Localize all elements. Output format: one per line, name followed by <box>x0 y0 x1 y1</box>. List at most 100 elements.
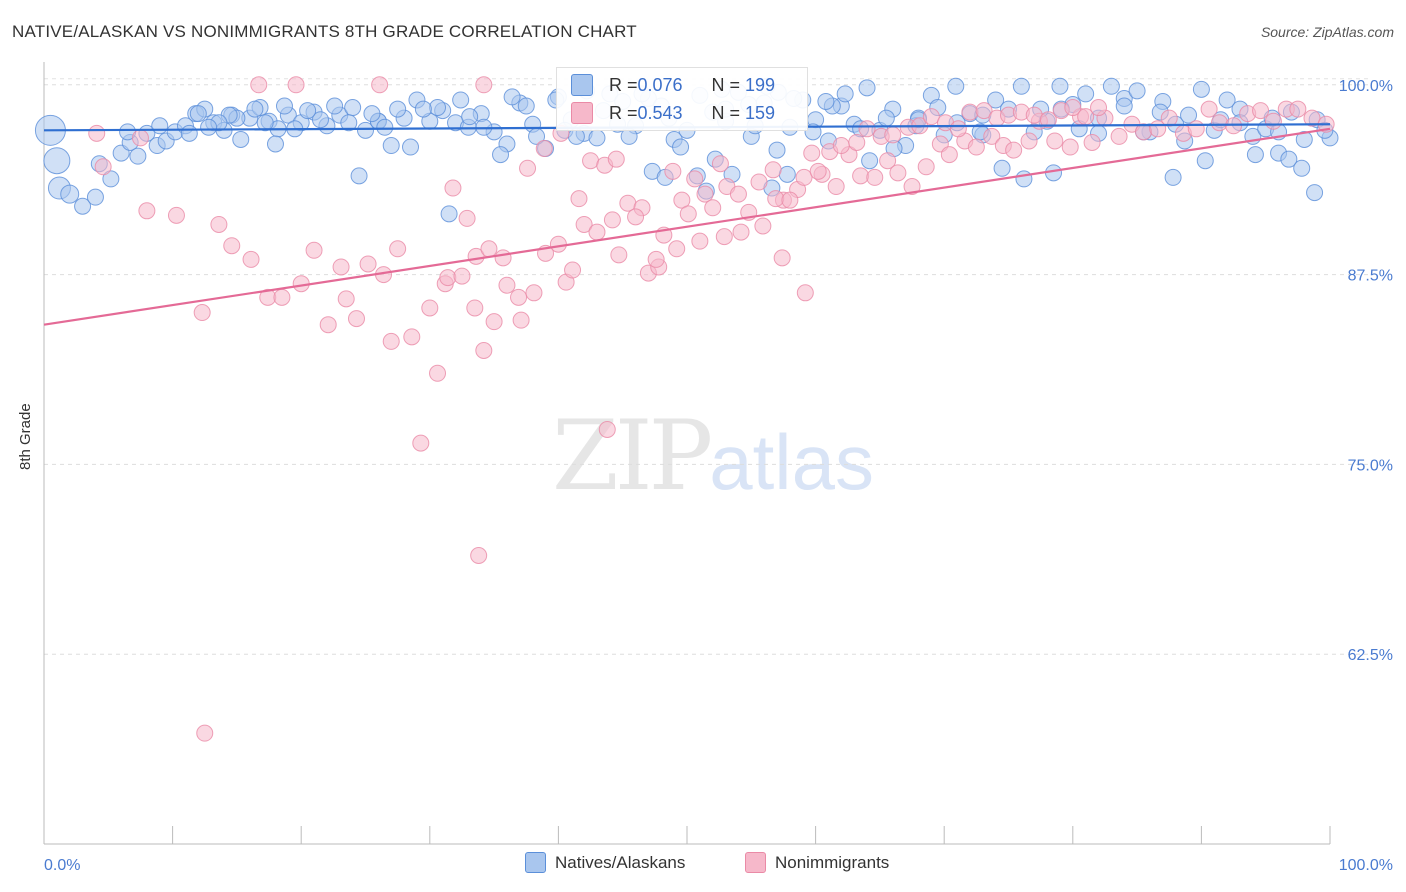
data-point <box>1115 97 1133 115</box>
data-point <box>470 546 488 564</box>
data-point <box>1020 132 1038 150</box>
data-point <box>196 724 214 742</box>
nonimmigrants-legend-swatch <box>745 852 766 873</box>
data-point <box>917 158 935 176</box>
data-point <box>359 255 377 273</box>
data-point <box>588 129 606 147</box>
data-point <box>494 249 512 267</box>
data-point <box>466 299 484 317</box>
data-point <box>575 215 593 233</box>
data-point <box>1192 80 1210 98</box>
n-label: N = <box>711 74 746 95</box>
data-point <box>200 118 218 136</box>
data-point <box>1218 91 1236 109</box>
data-point <box>1280 150 1298 168</box>
data-point <box>858 120 876 138</box>
nonimmigrants-trend-line <box>43 127 1331 326</box>
data-point <box>347 310 365 328</box>
data-point <box>767 190 785 208</box>
data-point <box>429 99 447 117</box>
data-point <box>1196 152 1214 170</box>
data-point <box>795 168 813 186</box>
data-point <box>94 158 112 176</box>
data-point <box>1180 106 1198 124</box>
data-point <box>922 108 940 126</box>
data-point <box>275 97 293 115</box>
data-point <box>764 161 782 179</box>
data-point <box>412 434 430 452</box>
stats-legend: R = 0.076 N = 199 R = 0.543 N = 159 <box>556 67 808 131</box>
legend-label: Natives/Alaskans <box>555 852 686 872</box>
y-tick-label: 75.0% <box>1348 457 1393 474</box>
n-label: N = <box>711 102 746 123</box>
data-point <box>129 147 147 165</box>
data-point <box>332 258 350 276</box>
data-point <box>627 208 645 226</box>
data-point <box>88 124 106 142</box>
data-point <box>1077 85 1095 103</box>
data-point <box>535 140 553 158</box>
data-point <box>696 185 714 203</box>
data-point <box>1102 77 1120 95</box>
data-point <box>492 146 510 164</box>
data-point <box>732 223 750 241</box>
data-point <box>773 249 791 267</box>
r-value: 0.076 <box>637 74 683 95</box>
data-point <box>299 102 317 120</box>
data-point <box>754 217 772 235</box>
data-point <box>987 91 1005 109</box>
legend-item-natives[interactable]: Natives/Alaskans <box>525 852 685 873</box>
data-point <box>975 102 993 120</box>
data-point <box>60 184 80 204</box>
data-point <box>246 100 264 118</box>
data-point <box>879 152 897 170</box>
data-point <box>232 130 250 148</box>
trend-layer <box>43 123 1331 326</box>
data-point <box>1303 109 1321 127</box>
data-point <box>549 235 567 253</box>
data-point <box>1110 127 1128 145</box>
data-point <box>102 170 120 188</box>
data-point <box>311 111 329 129</box>
data-point <box>704 199 722 217</box>
data-point <box>947 77 965 95</box>
data-point <box>519 159 537 177</box>
data-point <box>1252 102 1270 120</box>
data-point <box>1064 99 1082 117</box>
data-point <box>983 127 1001 145</box>
data-point <box>287 76 305 94</box>
legend-item-nonimmigrants[interactable]: Nonimmigrants <box>745 852 889 873</box>
data-point <box>903 178 921 196</box>
data-point <box>672 138 690 156</box>
x-tick-label: 100.0% <box>1339 857 1393 874</box>
data-point <box>949 120 967 138</box>
data-point <box>993 159 1011 177</box>
data-point <box>480 240 498 258</box>
data-point <box>1160 109 1178 127</box>
data-point <box>1306 184 1324 202</box>
data-point <box>778 165 796 183</box>
source-label: Source: ZipAtlas.com <box>1260 24 1394 40</box>
data-point <box>452 91 470 109</box>
data-point <box>326 97 344 115</box>
natives-legend-swatch <box>525 852 546 873</box>
data-point <box>1039 111 1057 129</box>
data-point <box>273 288 291 306</box>
data-point <box>403 328 421 346</box>
data-point <box>210 215 228 233</box>
data-point <box>1090 99 1108 117</box>
data-point <box>967 138 985 156</box>
data-point <box>256 114 274 132</box>
n-value: 159 <box>745 102 776 123</box>
data-point <box>809 162 827 180</box>
data-point <box>1015 170 1033 188</box>
n-value: 199 <box>745 74 776 95</box>
data-point <box>852 167 870 185</box>
data-point <box>458 209 476 227</box>
data-point <box>1210 114 1228 132</box>
data-point <box>691 232 709 250</box>
x-tick-label: 0.0% <box>44 857 80 874</box>
y-tick-label: 62.5% <box>1348 647 1393 664</box>
data-point <box>848 133 866 151</box>
